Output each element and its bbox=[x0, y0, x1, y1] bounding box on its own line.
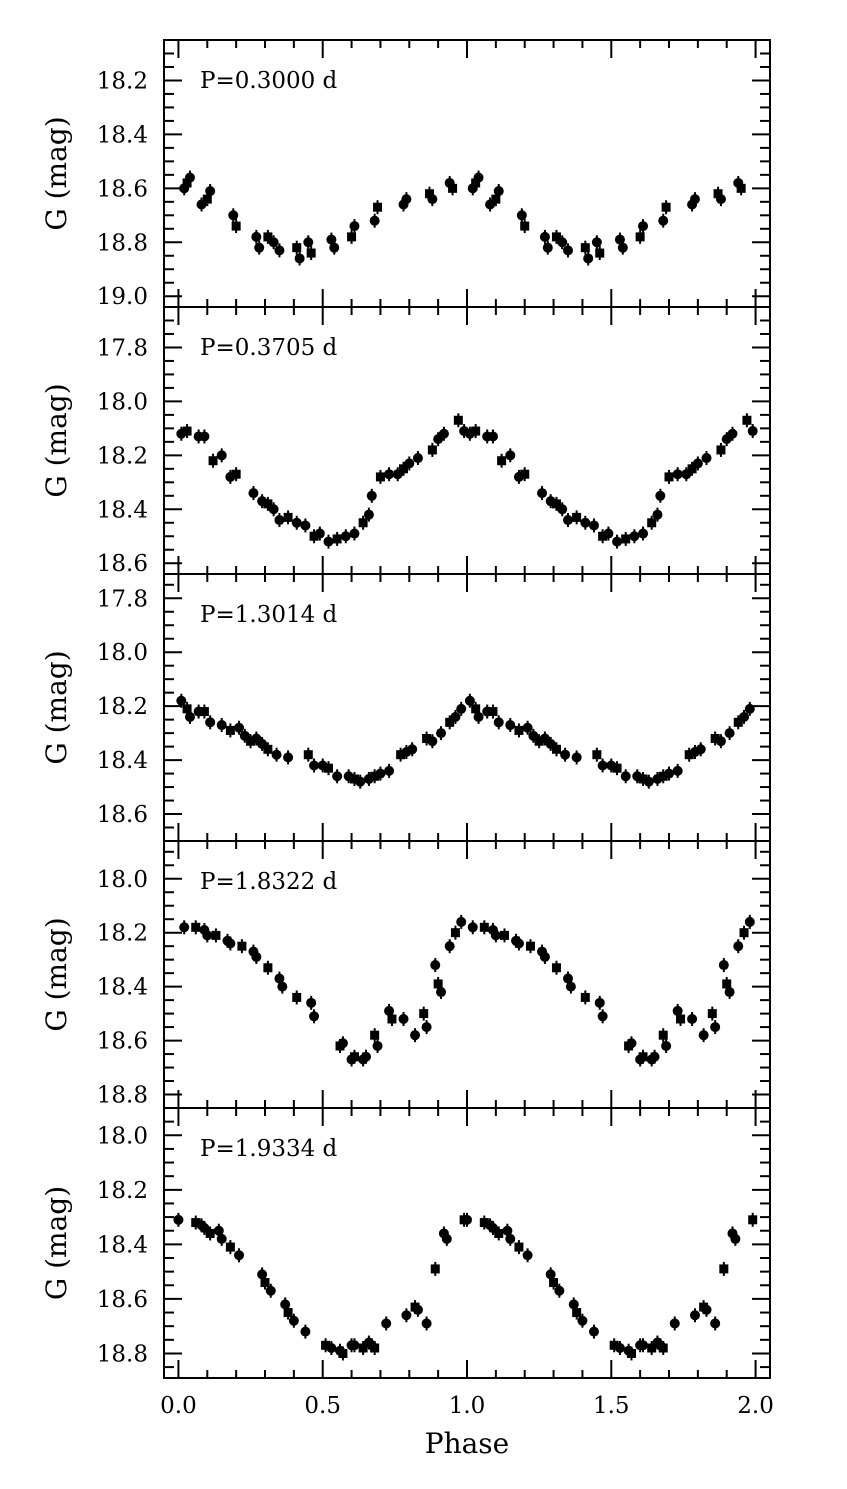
x-tick-label: 2.0 bbox=[737, 1393, 774, 1419]
y-tick-label: 18.8 bbox=[97, 1083, 148, 1109]
y-tick-label: 18.6 bbox=[97, 551, 148, 577]
y-tick-label: 18.2 bbox=[97, 443, 148, 469]
y-tick-label: 18.6 bbox=[97, 802, 148, 828]
data-points bbox=[176, 693, 755, 789]
x-tick-label: 1.0 bbox=[449, 1393, 486, 1419]
y-tick-label: 17.8 bbox=[97, 335, 148, 361]
y-tick-label: 18.2 bbox=[97, 1178, 148, 1204]
y-tick-label: 17.8 bbox=[97, 586, 148, 612]
y-tick-label: 18.4 bbox=[97, 748, 148, 774]
y-axis-title: G (mag) bbox=[40, 116, 73, 230]
x-tick-label: 0.5 bbox=[304, 1393, 341, 1419]
y-axis-title: G (mag) bbox=[40, 1186, 73, 1300]
x-axis-title: Phase bbox=[425, 1427, 510, 1460]
y-tick-label: 18.2 bbox=[97, 68, 148, 94]
data-points bbox=[176, 413, 758, 549]
data-points bbox=[173, 1212, 758, 1361]
period-label: P=1.9334 d bbox=[200, 1136, 338, 1162]
y-tick-label: 18.2 bbox=[97, 921, 148, 947]
period-label: P=1.8322 d bbox=[200, 869, 338, 895]
y-tick-label: 18.4 bbox=[97, 1232, 148, 1258]
y-tick-label: 18.4 bbox=[97, 497, 148, 523]
y-tick-label: 18.2 bbox=[97, 694, 148, 720]
y-tick-label: 18.6 bbox=[97, 1029, 148, 1055]
period-label: P=0.3000 d bbox=[200, 68, 338, 94]
y-axis-title: G (mag) bbox=[40, 383, 73, 497]
x-tick-label: 1.5 bbox=[593, 1393, 630, 1419]
y-tick-label: 18.0 bbox=[97, 1123, 148, 1149]
y-axis-title: G (mag) bbox=[40, 917, 73, 1031]
y-tick-label: 19.0 bbox=[97, 284, 148, 310]
data-points bbox=[179, 914, 755, 1067]
panel-4: 18.0 18.2 18.4 18.6 18.8 P=1.8322 d G (mag) bbox=[40, 840, 771, 1109]
panel-2: 17.8 18.0 18.2 18.4 18.6 P=0.3705 d G (mag) bbox=[40, 306, 771, 577]
y-tick-label: 18.4 bbox=[97, 975, 148, 1001]
y-axis-title: G (mag) bbox=[40, 650, 73, 764]
y-tick-label: 18.4 bbox=[97, 122, 148, 148]
y-tick-label: 18.0 bbox=[97, 867, 148, 893]
period-label: P=1.3014 d bbox=[200, 602, 338, 628]
y-tick-label: 18.0 bbox=[97, 640, 148, 666]
period-label: P=0.3705 d bbox=[200, 335, 338, 361]
panel-3: 17.8 18.0 18.2 18.4 18.6 P=1.3014 d G (mag) bbox=[40, 573, 771, 842]
y-tick-label: 18.6 bbox=[97, 1287, 148, 1313]
panel-5: 18.0 18.2 18.4 18.6 18.8 P=1.9334 d G (mag) 0.0… bbox=[40, 1107, 774, 1419]
data-points bbox=[179, 170, 746, 266]
y-tick-label: 18.0 bbox=[97, 389, 148, 415]
y-tick-label: 18.8 bbox=[97, 1341, 148, 1367]
x-tick-label: 0.0 bbox=[160, 1393, 197, 1419]
y-tick-label: 18.8 bbox=[97, 230, 148, 256]
panels-container: 18.218.418.618.819.0P=0.3000 dG (mag)17.… bbox=[40, 39, 774, 1419]
y-tick-label: 18.6 bbox=[97, 176, 148, 202]
panel-1: 18.2 18.4 18.6 18.8 19.0 P=0.3000 d G (mag) bbox=[40, 39, 771, 310]
